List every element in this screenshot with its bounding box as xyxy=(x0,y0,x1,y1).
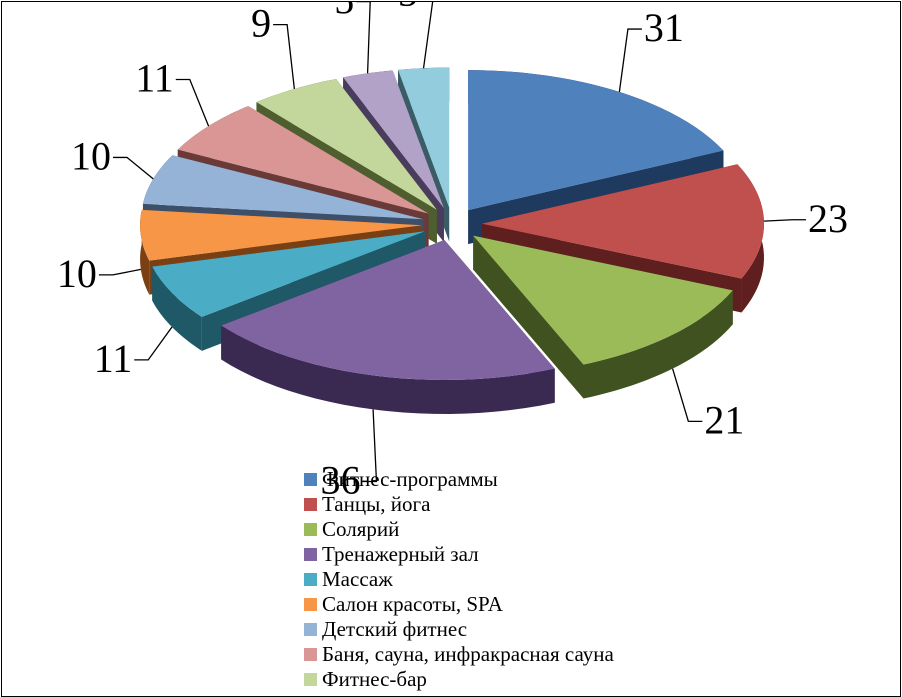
leader-line-8 xyxy=(175,78,210,127)
legend-swatch-5 xyxy=(304,573,317,586)
legend-label-2: Танцы, йога xyxy=(322,492,431,516)
leader-line-1 xyxy=(618,28,642,93)
value-label-11: 5 xyxy=(398,2,418,15)
value-label-1: 31 xyxy=(644,5,684,50)
legend-label-4: Тренажерный зал xyxy=(322,542,479,566)
legend-label-8: Баня, сауна, инфракрасная сауна xyxy=(322,642,614,666)
legend-label-6: Салон красоты, SPA xyxy=(322,592,504,616)
leader-line-9 xyxy=(273,24,296,90)
leader-line-5 xyxy=(134,326,173,361)
value-labels: 31 23 21 36 11 10 10 11 9 5 5 xyxy=(57,2,848,502)
legend-swatch-8 xyxy=(304,648,317,661)
legend-label-3: Солярий xyxy=(322,517,399,541)
value-label-5: 11 xyxy=(94,336,133,381)
legend-swatch-9 xyxy=(304,673,317,686)
leader-line-11 xyxy=(422,2,434,69)
value-label-10: 5 xyxy=(334,2,354,23)
value-label-3: 21 xyxy=(704,397,744,442)
legend-swatch-2 xyxy=(304,498,317,511)
pie-slices xyxy=(140,67,764,414)
value-label-4: 36 xyxy=(320,457,360,502)
leader-line-10 xyxy=(356,2,371,74)
value-label-8: 11 xyxy=(135,56,174,101)
leader-line-4 xyxy=(362,409,378,483)
value-label-9: 9 xyxy=(251,2,271,46)
leader-lines xyxy=(98,2,806,483)
legend-swatch-7 xyxy=(304,623,317,636)
legend-swatch-6 xyxy=(304,598,317,611)
legend-label-1: Фитнес-программы xyxy=(322,467,498,491)
value-label-2: 23 xyxy=(808,196,848,241)
legend-swatch-3 xyxy=(304,523,317,536)
legend-label-7: Детский фитнес xyxy=(322,617,467,641)
leader-line-3 xyxy=(671,368,703,422)
legend-swatch-1 xyxy=(304,473,317,486)
value-label-7: 10 xyxy=(71,133,111,178)
leader-line-6 xyxy=(98,268,141,276)
leader-line-7 xyxy=(112,156,154,180)
value-label-6: 10 xyxy=(57,251,97,296)
legend-swatch-4 xyxy=(304,548,317,561)
leader-line-2 xyxy=(763,219,806,222)
pie-slice-4 xyxy=(221,239,555,414)
legend-label-5: Массаж xyxy=(322,567,393,591)
legend-label-9: Фитнес-бар xyxy=(322,667,427,691)
pie-slice-3 xyxy=(473,235,733,399)
